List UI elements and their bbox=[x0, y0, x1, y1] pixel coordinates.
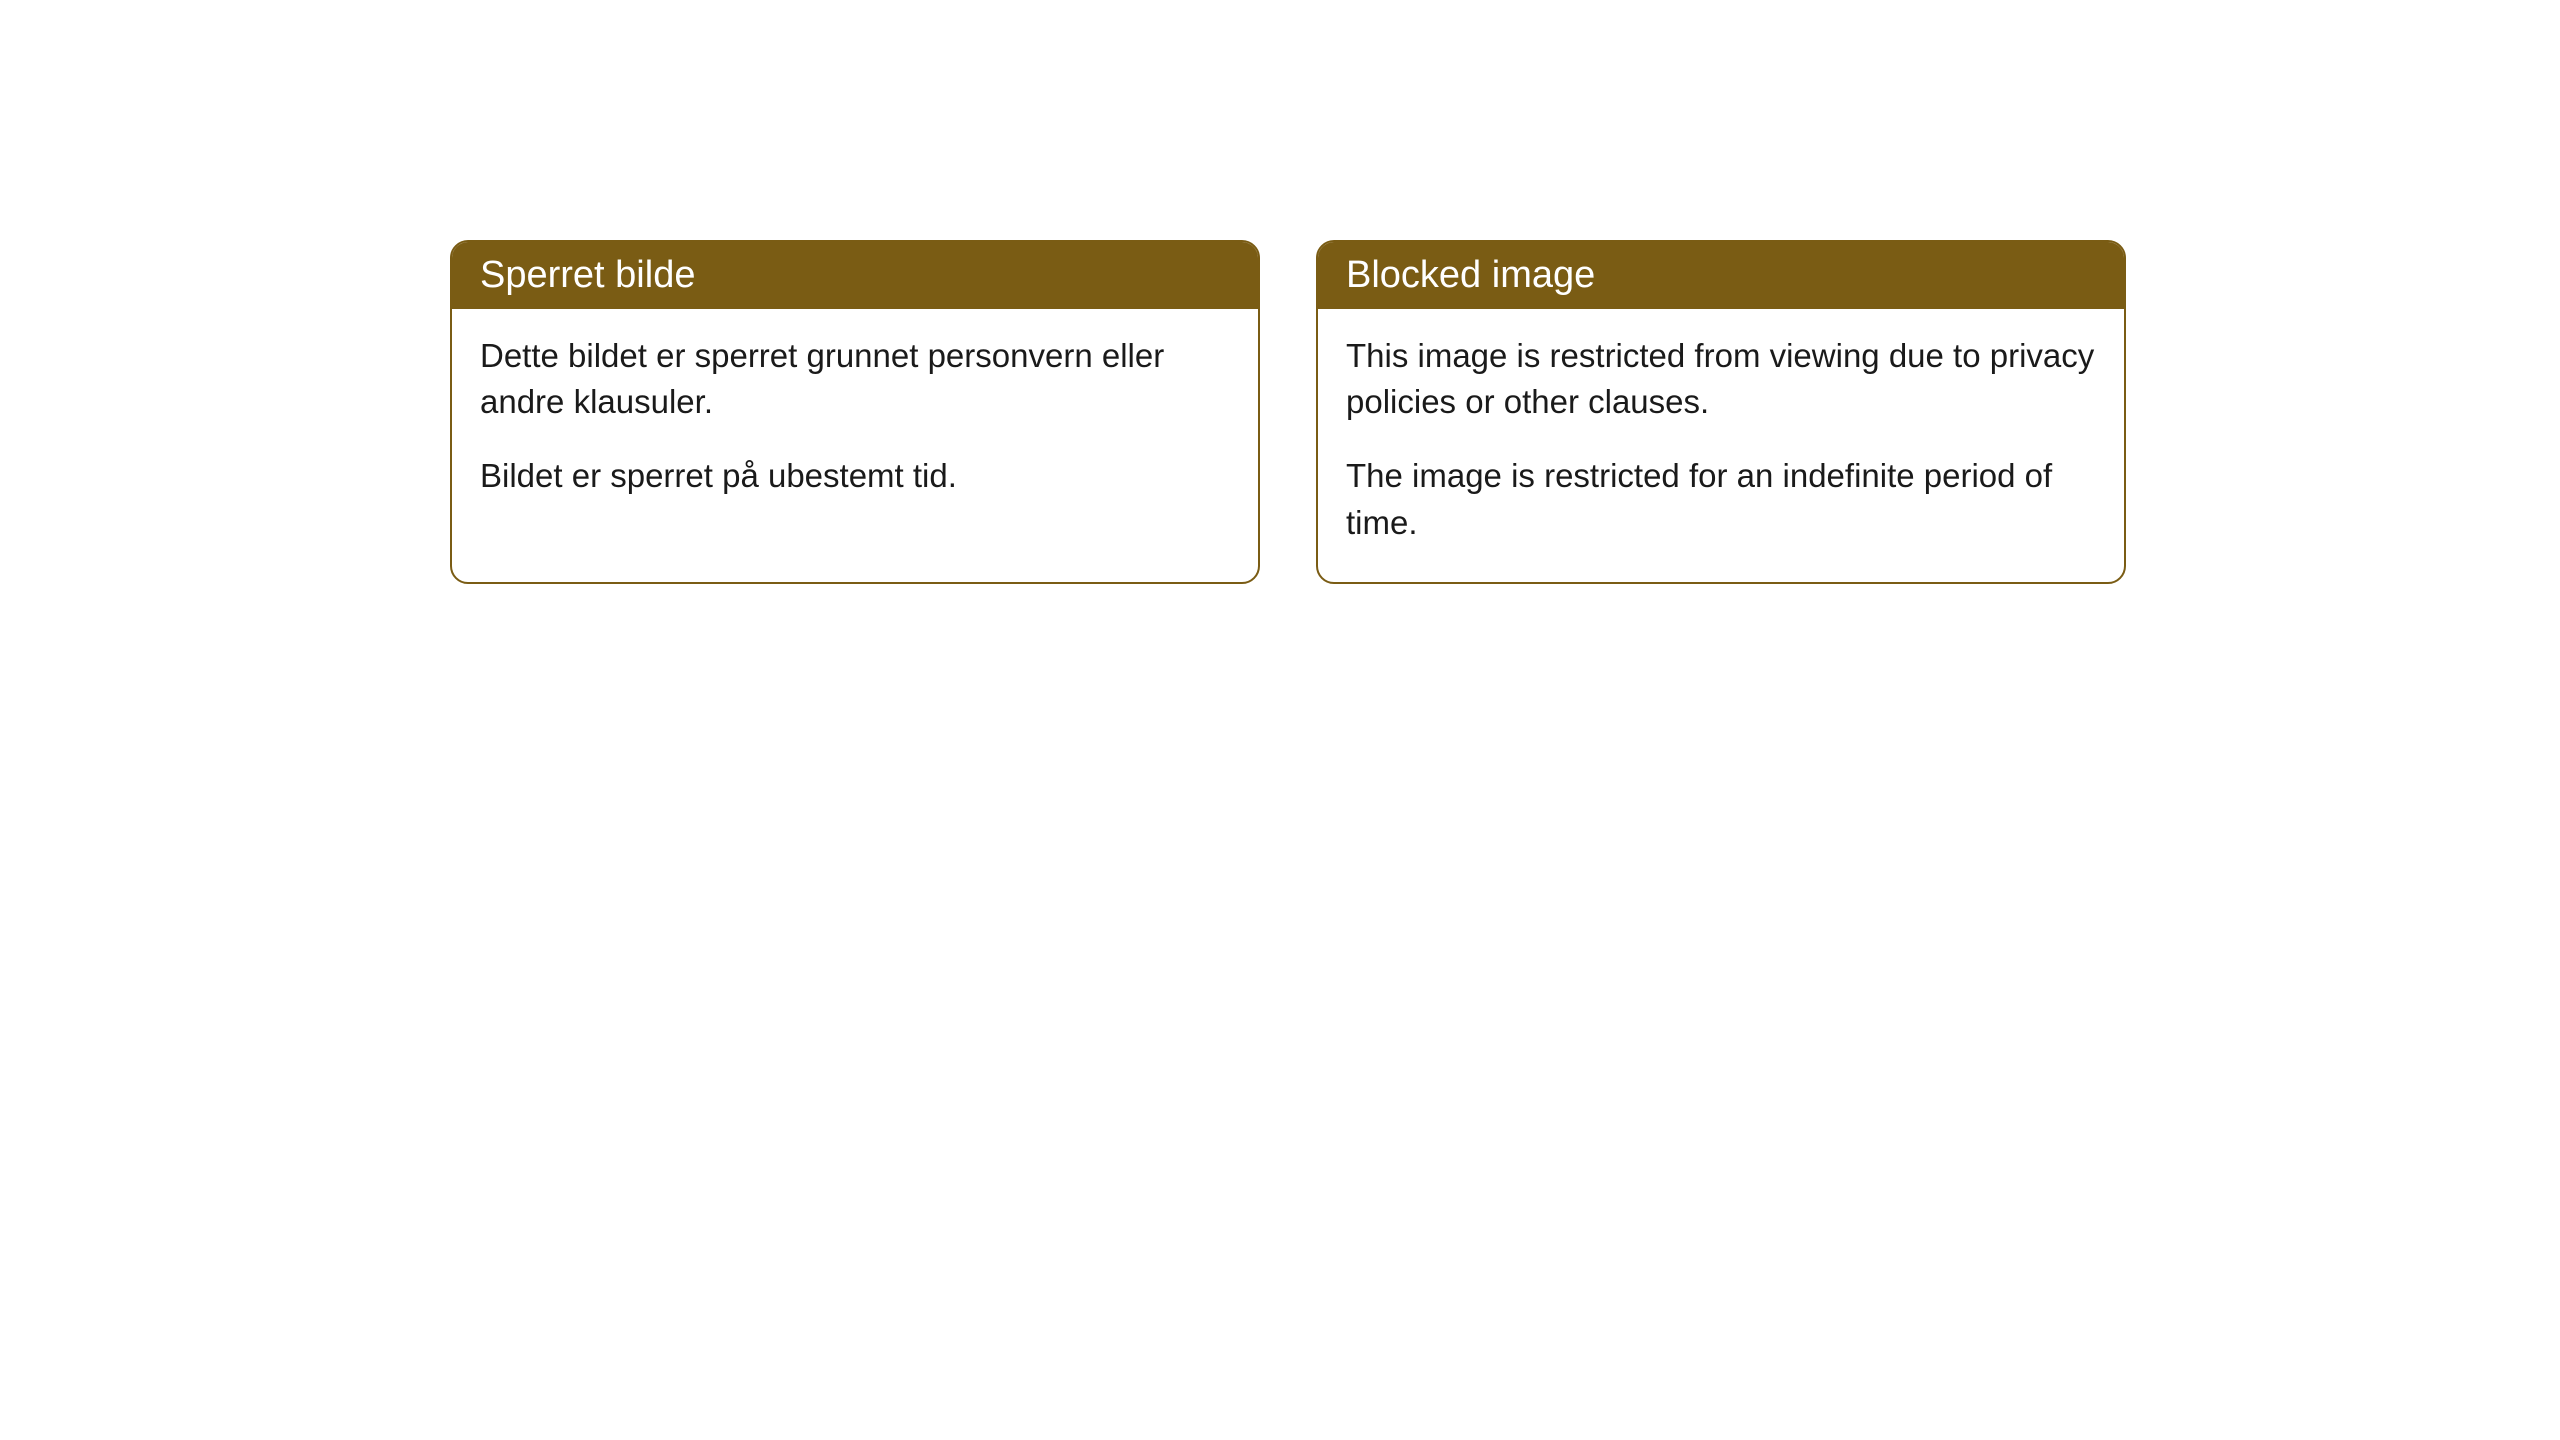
card-paragraph-1-norwegian: Dette bildet er sperret grunnet personve… bbox=[480, 333, 1230, 425]
blocked-image-card-english: Blocked image This image is restricted f… bbox=[1316, 240, 2126, 584]
blocked-image-card-norwegian: Sperret bilde Dette bildet er sperret gr… bbox=[450, 240, 1260, 584]
card-paragraph-2-english: The image is restricted for an indefinit… bbox=[1346, 453, 2096, 545]
card-body-english: This image is restricted from viewing du… bbox=[1318, 309, 2124, 582]
card-body-norwegian: Dette bildet er sperret grunnet personve… bbox=[452, 309, 1258, 536]
card-paragraph-1-english: This image is restricted from viewing du… bbox=[1346, 333, 2096, 425]
card-paragraph-2-norwegian: Bildet er sperret på ubestemt tid. bbox=[480, 453, 1230, 499]
card-header-norwegian: Sperret bilde bbox=[452, 242, 1258, 309]
card-header-english: Blocked image bbox=[1318, 242, 2124, 309]
cards-container: Sperret bilde Dette bildet er sperret gr… bbox=[0, 0, 2560, 584]
